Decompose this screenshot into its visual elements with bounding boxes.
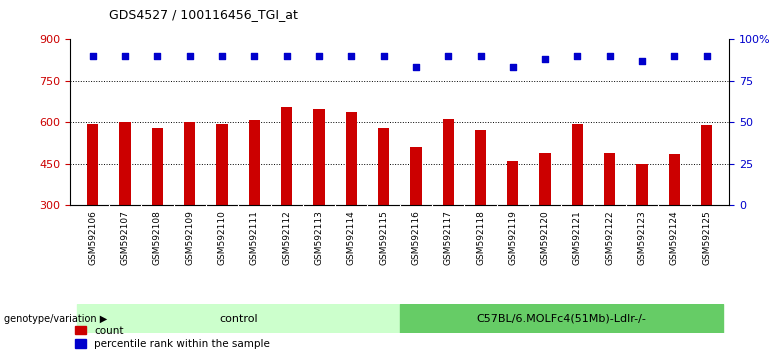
Bar <box>410 147 421 205</box>
Text: GSM592106: GSM592106 <box>88 210 98 265</box>
Bar <box>281 107 292 205</box>
Point <box>87 53 99 58</box>
Text: GSM592120: GSM592120 <box>541 210 550 265</box>
Text: GSM592115: GSM592115 <box>379 210 388 265</box>
Bar <box>636 164 647 205</box>
Text: GSM592112: GSM592112 <box>282 210 291 265</box>
Text: genotype/variation ▶: genotype/variation ▶ <box>4 314 107 324</box>
Bar <box>540 153 551 205</box>
Text: control: control <box>219 314 257 324</box>
Bar <box>572 124 583 205</box>
Bar <box>604 153 615 205</box>
Text: GSM592110: GSM592110 <box>218 210 226 265</box>
Point <box>636 58 648 63</box>
Bar <box>119 122 131 205</box>
Point <box>539 56 551 62</box>
Text: GSM592111: GSM592111 <box>250 210 259 265</box>
Text: GSM592124: GSM592124 <box>670 210 679 265</box>
Text: GSM592113: GSM592113 <box>314 210 324 265</box>
Point <box>410 64 422 70</box>
Text: GDS4527 / 100116456_TGI_at: GDS4527 / 100116456_TGI_at <box>109 8 298 21</box>
Point <box>378 53 390 58</box>
Point <box>506 64 519 70</box>
Text: GSM592117: GSM592117 <box>444 210 452 265</box>
Bar <box>249 120 260 205</box>
Text: GSM592118: GSM592118 <box>476 210 485 265</box>
Bar <box>442 119 454 205</box>
Point <box>151 53 164 58</box>
Point <box>119 53 131 58</box>
Point <box>442 53 455 58</box>
Point <box>604 53 616 58</box>
Bar <box>346 112 357 205</box>
Text: GSM592123: GSM592123 <box>637 210 647 265</box>
Text: GSM592119: GSM592119 <box>509 210 517 265</box>
Point <box>345 53 357 58</box>
Text: C57BL/6.MOLFc4(51Mb)-Ldlr-/-: C57BL/6.MOLFc4(51Mb)-Ldlr-/- <box>477 314 647 324</box>
Text: GSM592108: GSM592108 <box>153 210 162 265</box>
Point <box>313 53 325 58</box>
Point <box>668 53 681 58</box>
Bar <box>216 124 228 205</box>
Bar <box>184 122 196 205</box>
Bar <box>475 131 486 205</box>
Point <box>281 53 293 58</box>
Bar <box>701 125 712 205</box>
Bar <box>87 124 98 205</box>
Point <box>248 53 261 58</box>
Point <box>571 53 583 58</box>
Point <box>474 53 487 58</box>
Bar <box>400 304 723 333</box>
Point <box>216 53 229 58</box>
Text: GSM592122: GSM592122 <box>605 210 615 265</box>
Bar <box>507 161 519 205</box>
Text: GSM592121: GSM592121 <box>573 210 582 265</box>
Text: GSM592125: GSM592125 <box>702 210 711 265</box>
Legend: count, percentile rank within the sample: count, percentile rank within the sample <box>76 326 270 349</box>
Bar <box>76 304 400 333</box>
Bar <box>314 109 324 205</box>
Text: GSM592109: GSM592109 <box>185 210 194 265</box>
Text: GSM592116: GSM592116 <box>411 210 420 265</box>
Text: GSM592114: GSM592114 <box>347 210 356 265</box>
Bar <box>668 154 680 205</box>
Point <box>183 53 196 58</box>
Point <box>700 53 713 58</box>
Bar <box>152 128 163 205</box>
Bar <box>378 128 389 205</box>
Text: GSM592107: GSM592107 <box>121 210 129 265</box>
